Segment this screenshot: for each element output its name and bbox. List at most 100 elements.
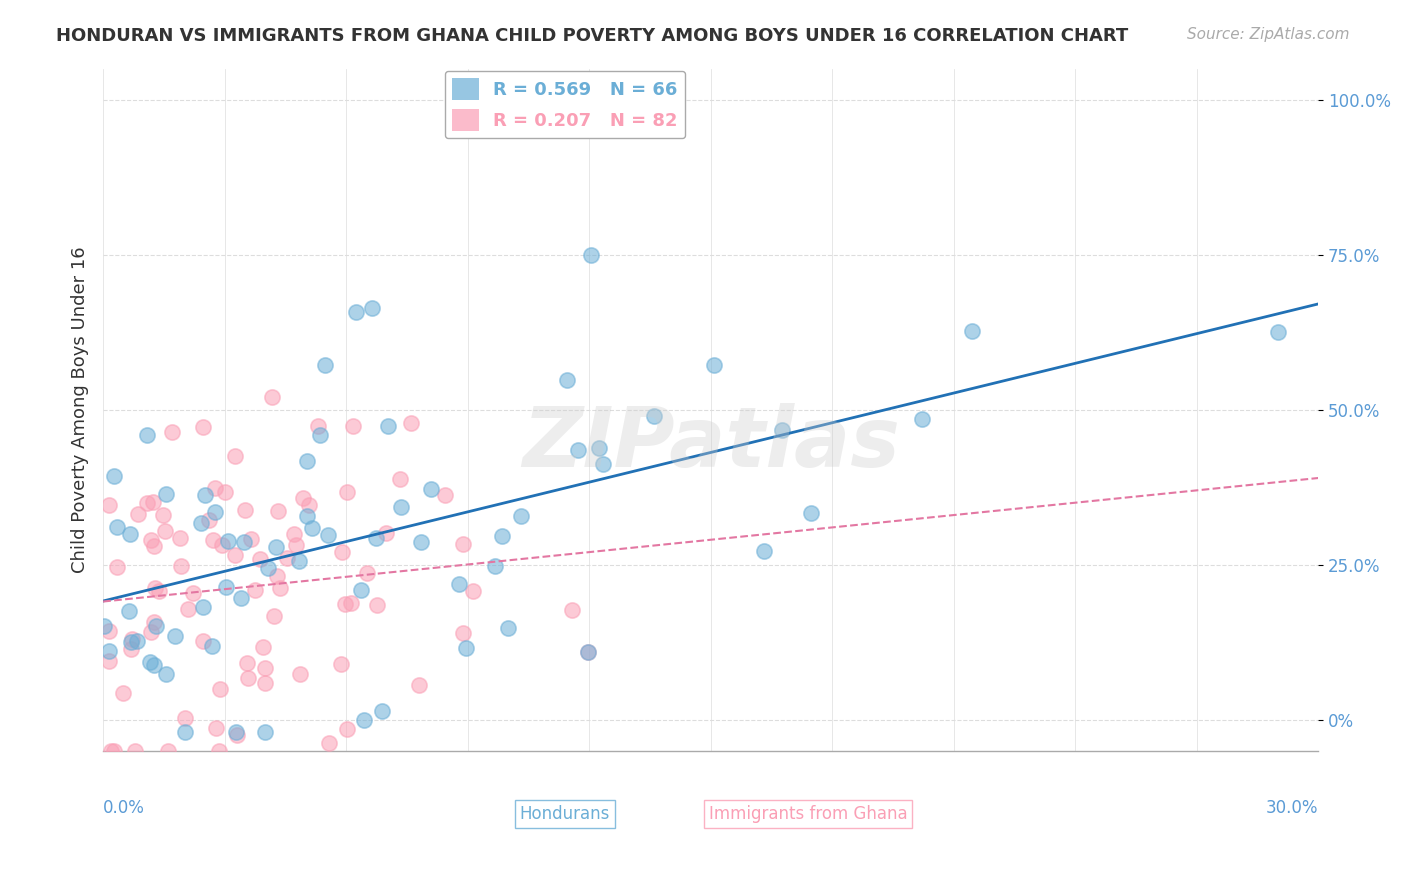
Point bbox=[121, 632, 143, 646]
Point bbox=[190, 516, 212, 531]
Point bbox=[260, 390, 283, 404]
Point bbox=[454, 640, 477, 655]
Point bbox=[592, 457, 614, 471]
Point bbox=[330, 657, 353, 671]
Point bbox=[491, 529, 513, 543]
Point bbox=[643, 409, 665, 423]
Point bbox=[451, 626, 474, 640]
Point bbox=[136, 496, 159, 510]
Point bbox=[375, 526, 398, 541]
Point bbox=[233, 534, 256, 549]
Point bbox=[342, 418, 364, 433]
Point bbox=[127, 634, 149, 648]
Point bbox=[160, 425, 183, 439]
Point bbox=[191, 599, 214, 614]
Point bbox=[800, 506, 823, 520]
Text: 30.0%: 30.0% bbox=[1265, 798, 1319, 816]
Point bbox=[389, 500, 412, 514]
Point bbox=[283, 527, 305, 541]
Point bbox=[257, 561, 280, 575]
Point bbox=[120, 641, 142, 656]
Point bbox=[139, 625, 162, 640]
Point bbox=[447, 577, 470, 591]
Point bbox=[295, 508, 318, 523]
Point bbox=[193, 488, 215, 502]
Point bbox=[135, 427, 157, 442]
Point bbox=[142, 495, 165, 509]
Point bbox=[295, 454, 318, 468]
Point bbox=[588, 442, 610, 456]
Point bbox=[225, 725, 247, 739]
Point bbox=[239, 532, 262, 546]
Text: ZIPatlas: ZIPatlas bbox=[522, 403, 900, 484]
Point bbox=[433, 488, 456, 502]
Point bbox=[198, 513, 221, 527]
Point bbox=[366, 598, 388, 612]
Point bbox=[205, 721, 228, 735]
Point bbox=[169, 558, 191, 573]
Point bbox=[339, 596, 361, 610]
Point bbox=[314, 358, 336, 372]
Point bbox=[138, 655, 160, 669]
Point bbox=[215, 580, 238, 594]
Point bbox=[336, 484, 359, 499]
Point bbox=[408, 678, 430, 692]
Point bbox=[409, 534, 432, 549]
Point bbox=[208, 744, 231, 758]
Point bbox=[484, 558, 506, 573]
Point bbox=[567, 443, 589, 458]
Point bbox=[98, 644, 121, 658]
Point bbox=[98, 498, 121, 512]
Point bbox=[156, 744, 179, 758]
Point bbox=[201, 533, 224, 548]
Point bbox=[269, 582, 291, 596]
Point bbox=[238, 672, 260, 686]
Point bbox=[118, 603, 141, 617]
Point bbox=[224, 548, 246, 562]
Point bbox=[266, 569, 288, 583]
Point bbox=[579, 248, 602, 262]
Point bbox=[103, 469, 125, 483]
Point bbox=[120, 635, 142, 649]
Point bbox=[211, 538, 233, 552]
Point bbox=[112, 685, 135, 699]
Point bbox=[236, 656, 259, 670]
Point bbox=[224, 449, 246, 463]
Point bbox=[264, 540, 287, 554]
Point bbox=[249, 552, 271, 566]
Point bbox=[336, 723, 359, 737]
Point bbox=[291, 491, 314, 505]
Y-axis label: Child Poverty Among Boys Under 16: Child Poverty Among Boys Under 16 bbox=[72, 246, 89, 573]
Point bbox=[201, 640, 224, 654]
Point bbox=[155, 524, 177, 538]
Point bbox=[100, 744, 122, 758]
Point bbox=[124, 744, 146, 758]
Point bbox=[284, 538, 307, 552]
Point bbox=[350, 582, 373, 597]
Point bbox=[141, 533, 163, 548]
Point bbox=[229, 591, 252, 606]
Point bbox=[253, 661, 276, 675]
Point bbox=[155, 486, 177, 500]
Point bbox=[576, 644, 599, 658]
Point bbox=[266, 504, 288, 518]
Point bbox=[770, 423, 793, 437]
Point bbox=[233, 502, 256, 516]
Point bbox=[173, 710, 195, 724]
Point bbox=[752, 543, 775, 558]
Text: Hondurans: Hondurans bbox=[520, 805, 610, 823]
Text: Immigrants from Ghana: Immigrants from Ghana bbox=[709, 805, 907, 823]
Point bbox=[316, 528, 339, 542]
Point bbox=[356, 566, 378, 581]
Point bbox=[148, 583, 170, 598]
Point bbox=[263, 608, 285, 623]
Point bbox=[288, 667, 311, 681]
Point bbox=[142, 615, 165, 630]
Point bbox=[252, 640, 274, 654]
Point bbox=[143, 657, 166, 672]
Text: Source: ZipAtlas.com: Source: ZipAtlas.com bbox=[1187, 27, 1350, 42]
Point bbox=[576, 645, 599, 659]
Point bbox=[165, 629, 187, 643]
Point bbox=[105, 560, 128, 574]
Point bbox=[253, 725, 276, 739]
